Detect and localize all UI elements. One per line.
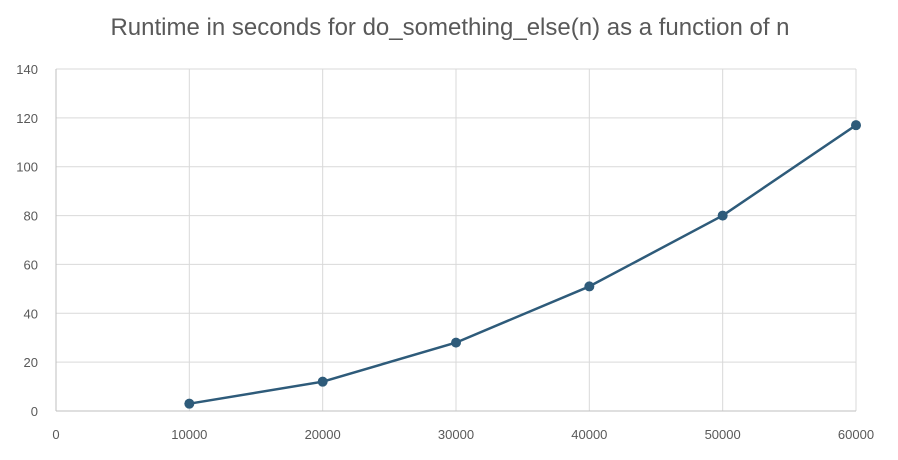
gridlines xyxy=(56,68,857,411)
data-point xyxy=(317,376,328,387)
y-tick-label: 20 xyxy=(24,355,38,370)
y-tick-label: 140 xyxy=(16,62,38,77)
x-tick-label: 60000 xyxy=(838,427,874,442)
y-tick-label: 120 xyxy=(16,111,38,126)
data-point xyxy=(851,120,861,131)
y-tick-label: 80 xyxy=(24,209,38,224)
x-tick-label: 20000 xyxy=(305,427,341,442)
x-tick-label: 50000 xyxy=(705,427,741,442)
chart-title: Runtime in seconds for do_something_else… xyxy=(110,14,789,41)
x-tick-label: 30000 xyxy=(438,427,474,442)
x-tick-label: 0 xyxy=(52,427,59,442)
data-point xyxy=(184,398,195,409)
data-point xyxy=(451,337,461,348)
series xyxy=(184,120,861,409)
data-point xyxy=(584,281,595,292)
x-tick-label: 40000 xyxy=(571,427,607,442)
y-tick-label: 40 xyxy=(24,306,38,321)
data-point xyxy=(717,210,728,221)
tick-labels: 0 20 40 60 80 100 120 140 0 10000 20000 30000 40000 5… xyxy=(16,62,874,442)
y-tick-label: 0 xyxy=(31,404,38,419)
x-tick-label: 10000 xyxy=(171,427,207,442)
y-tick-label: 100 xyxy=(16,160,38,175)
y-tick-label: 60 xyxy=(24,257,38,272)
series-line xyxy=(189,124,857,405)
axes xyxy=(55,69,856,412)
